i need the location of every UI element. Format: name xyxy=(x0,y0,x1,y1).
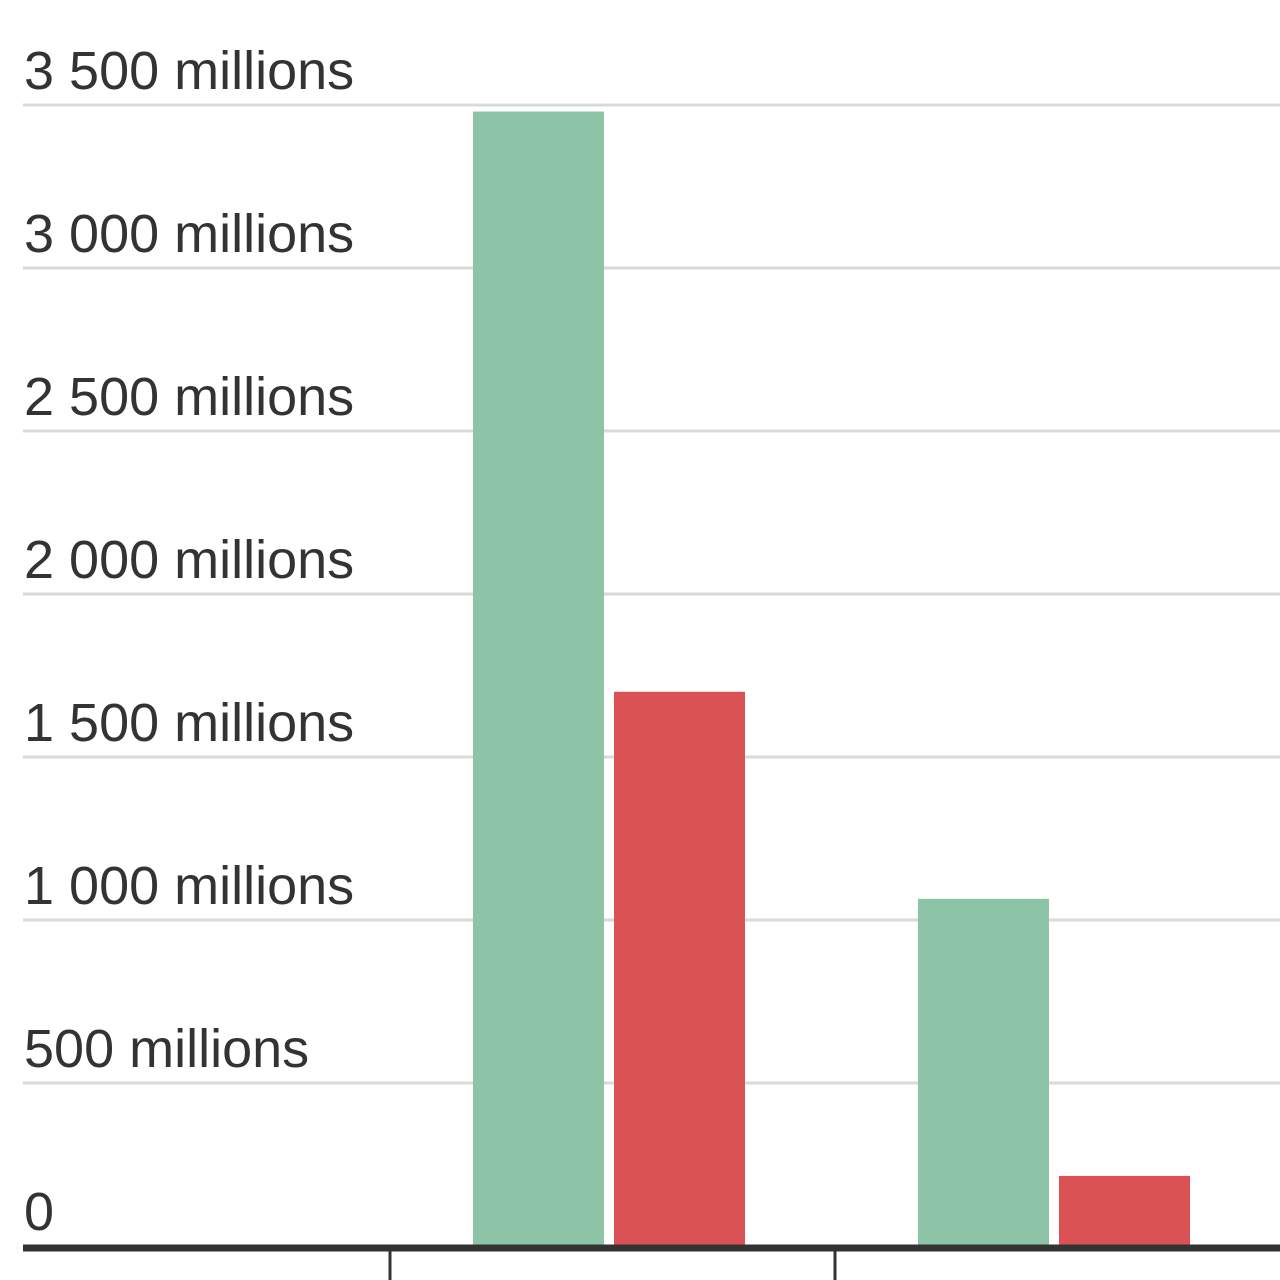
y-tick-label: 2 000 millions xyxy=(24,530,354,590)
x-axis xyxy=(23,1244,1280,1280)
bar-series-green-2 xyxy=(918,898,1049,1246)
bar-series-red-1 xyxy=(614,691,745,1246)
bar-series-green-1 xyxy=(473,111,604,1246)
bar-series-red-2 xyxy=(1059,1175,1190,1246)
bars-layer xyxy=(473,111,1190,1246)
y-tick-label: 0 xyxy=(24,1182,54,1242)
y-axis-labels: 0 500 millions 1 000 millions 1 500 million… xyxy=(24,41,354,1242)
y-tick-label: 2 500 millions xyxy=(24,367,354,427)
y-tick-label: 1 500 millions xyxy=(24,693,354,753)
y-tick-label: 3 000 millions xyxy=(24,204,354,264)
y-tick-label: 1 000 millions xyxy=(24,856,354,916)
y-tick-label: 3 500 millions xyxy=(24,41,354,101)
y-tick-label: 500 millions xyxy=(24,1019,309,1079)
